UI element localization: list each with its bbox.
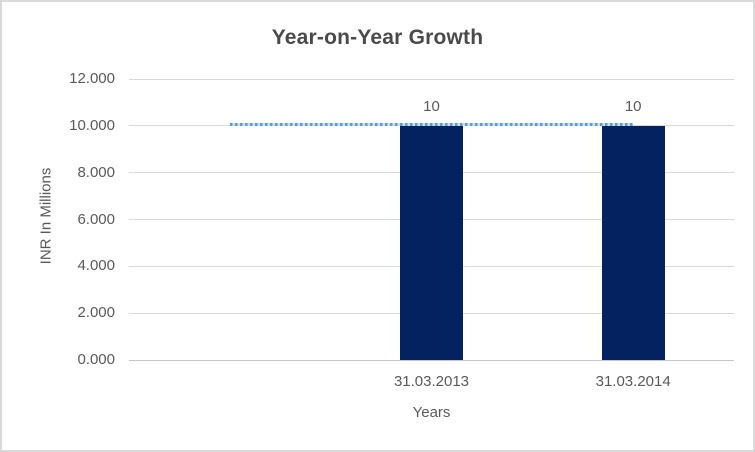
x-tick-label: 31.03.2013 bbox=[393, 373, 470, 390]
y-tick-label: 0.000 bbox=[77, 351, 115, 368]
y-tick-label: 12.000 bbox=[69, 70, 115, 87]
bar-31.03.2014 bbox=[601, 125, 665, 360]
x-tick-label: 31.03.2014 bbox=[595, 373, 671, 390]
y-tick-label: 6.000 bbox=[77, 210, 115, 228]
bar-data-label: 10 bbox=[423, 97, 440, 115]
chart-title: Year-on-Year Growth bbox=[271, 26, 484, 49]
gridline bbox=[129, 359, 734, 361]
bar-data-label: 10 bbox=[624, 97, 642, 115]
plot-area: 10 10 bbox=[129, 78, 734, 361]
y-tick-label: 8.000 bbox=[77, 163, 115, 181]
bar-31.03.2013 bbox=[400, 125, 463, 360]
x-axis-title: Years bbox=[412, 404, 451, 421]
y-tick-label: 2.000 bbox=[77, 304, 115, 322]
dotted-trendline bbox=[229, 123, 634, 127]
y-tick-label: 4.000 bbox=[77, 257, 115, 275]
gridline bbox=[129, 78, 734, 80]
y-tick-label: 10.000 bbox=[69, 116, 115, 134]
